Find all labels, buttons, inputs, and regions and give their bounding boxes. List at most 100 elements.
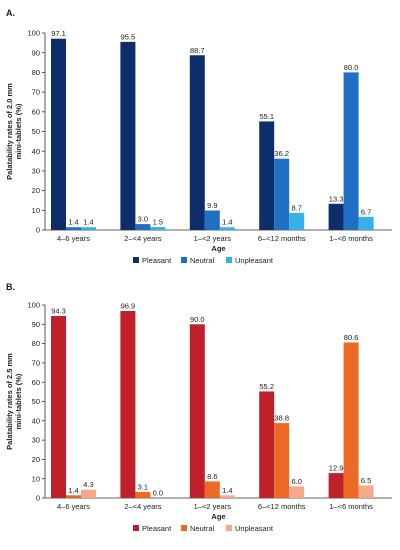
chart-0-bar-neutral xyxy=(135,224,151,230)
chart-0-value-label: 97.1 xyxy=(51,29,66,38)
chart-1-y-tick-label: 50 xyxy=(32,397,40,406)
chart-1-category-label: 1–<2 years xyxy=(194,502,232,511)
chart-0-value-label: 9.9 xyxy=(207,201,217,210)
chart-0-bar-pleasant xyxy=(328,203,344,230)
chart-0-y-tick-label: 30 xyxy=(32,167,40,176)
chart-1-y-tick-label: 60 xyxy=(32,378,40,387)
chart-0-bar-unpleasant xyxy=(358,216,374,230)
chart-1-value-label: 4.3 xyxy=(83,480,93,489)
chart-1-value-label: 0.0 xyxy=(153,489,163,498)
chart-1-legend-label-neutral: Neutral xyxy=(190,524,215,533)
chart-0-bar-unpleasant xyxy=(219,227,235,230)
chart-1-value-label: 6.0 xyxy=(291,477,301,486)
chart-1-bar-neutral xyxy=(204,481,220,498)
chart-0-y-axis-title: Palatability rates of 2.0 mm xyxy=(5,83,14,180)
chart-1-value-label: 90.0 xyxy=(190,315,205,324)
chart-0-bar-neutral xyxy=(274,158,290,230)
chart-0-bar-pleasant xyxy=(259,121,275,230)
chart-0-value-label: 1.5 xyxy=(153,218,163,227)
chart-0-value-label: 95.5 xyxy=(121,32,136,41)
chart-0-y-tick-label: 60 xyxy=(32,107,40,116)
chart-0-value-label: 88.7 xyxy=(190,46,205,55)
chart-0-legend-swatch-unpleasant xyxy=(226,257,232,263)
chart-1-y-tick-label: 70 xyxy=(32,359,40,368)
chart-1-y-axis-title: Palatability rates of 2.5 mm xyxy=(5,353,14,450)
chart-1-value-label: 94.3 xyxy=(51,307,66,316)
chart-0-category-label: 6–<12 months xyxy=(258,234,306,243)
chart-1-category-label: 6–<12 months xyxy=(258,502,306,511)
chart-0-value-label: 36.2 xyxy=(274,149,289,158)
chart-1-bar-pleasant xyxy=(328,473,344,498)
chart-0-bar-unpleasant xyxy=(289,212,305,230)
chart-1-value-label: 38.8 xyxy=(274,414,289,423)
chart-0-legend-swatch-pleasant xyxy=(133,257,139,263)
chart-1-bar-unpleasant xyxy=(289,486,305,498)
chart-1-y-axis-title: mini-tablets (%) xyxy=(14,373,23,429)
chart-1-value-label: 96.9 xyxy=(121,301,136,310)
chart-1-y-tick-label: 10 xyxy=(32,474,40,483)
chart-0-value-label: 6.7 xyxy=(361,207,371,216)
chart-1-category-label: 4–6 years xyxy=(57,502,90,511)
chart-0-y-tick-label: 20 xyxy=(32,186,40,195)
chart-1-value-label: 8.6 xyxy=(207,472,217,481)
chart-1-bar-neutral xyxy=(343,342,359,498)
chart-1-y-tick-label: 20 xyxy=(32,455,40,464)
chart-1-value-label: 12.9 xyxy=(329,464,344,473)
chart-0-value-label: 1.4 xyxy=(68,218,78,227)
chart-0-panel-label: A. xyxy=(6,8,15,18)
chart-1-x-axis-title: Age xyxy=(211,512,225,521)
chart-1-bar-neutral xyxy=(135,492,151,498)
chart-1-bar-unpleasant xyxy=(219,495,235,498)
chart-0-value-label: 8.7 xyxy=(291,203,301,212)
chart-0-legend-swatch-neutral xyxy=(181,257,187,263)
chart-0-value-label: 55.1 xyxy=(259,112,274,121)
chart-1-y-tick-label: 100 xyxy=(27,301,40,310)
chart-1-value-label: 55.2 xyxy=(259,382,274,391)
chart-1-value-label: 6.5 xyxy=(361,476,371,485)
chart-0-value-label: 1.4 xyxy=(222,218,232,227)
chart-0-y-axis-title: mini-tablets (%) xyxy=(14,103,23,159)
chart-1-legend-label-unpleasant: Unpleasant xyxy=(235,524,274,533)
chart-1-bar-unpleasant xyxy=(81,489,96,498)
chart-0-bar-pleasant xyxy=(189,55,205,230)
chart-0-y-tick-label: 70 xyxy=(32,88,40,97)
chart-1-legend-swatch-unpleasant xyxy=(226,525,232,531)
chart-0-bar-neutral xyxy=(204,210,220,230)
chart-1-y-tick-label: 0 xyxy=(36,494,40,503)
chart-1-category-label: 2–<4 years xyxy=(124,502,162,511)
chart-1-y-tick-label: 90 xyxy=(32,320,40,329)
chart-0-y-tick-label: 10 xyxy=(32,206,40,215)
chart-1-bar-pleasant xyxy=(120,310,136,498)
chart-0-y-tick-label: 50 xyxy=(32,127,40,136)
chart-0-bar-neutral xyxy=(66,227,81,230)
chart-0-value-label: 80.0 xyxy=(344,63,359,72)
chart-0-y-tick-label: 90 xyxy=(32,48,40,57)
chart-0-y-tick-label: 100 xyxy=(27,29,40,38)
chart-0-category-label: 1–<2 years xyxy=(194,234,232,243)
chart-1-bar-pleasant xyxy=(51,316,66,498)
chart-0-bar-unpleasant xyxy=(81,227,96,230)
chart-1-y-tick-label: 40 xyxy=(32,416,40,425)
chart-1-value-label: 3.1 xyxy=(138,483,148,492)
chart-1-bar-neutral xyxy=(66,495,81,498)
chart-0-category-label: 2–<4 years xyxy=(124,234,162,243)
chart-1-legend-swatch-neutral xyxy=(181,525,187,531)
chart-0-bar-unpleasant xyxy=(150,227,166,230)
chart-1-legend-swatch-pleasant xyxy=(133,525,139,531)
chart-0-legend-label-neutral: Neutral xyxy=(190,256,215,265)
chart-1-category-label: 1–<6 months xyxy=(329,502,373,511)
chart-1-bar-pleasant xyxy=(259,391,275,498)
chart-0-value-label: 3.0 xyxy=(138,215,148,224)
chart-1-bar-pleasant xyxy=(189,324,205,498)
chart-0-value-label: 13.3 xyxy=(329,194,344,203)
chart-0-legend-label-unpleasant: Unpleasant xyxy=(235,256,274,265)
chart-1-value-label: 1.4 xyxy=(222,486,232,495)
chart-0-bar-pleasant xyxy=(120,41,136,230)
chart-0-y-tick-label: 40 xyxy=(32,147,40,156)
chart-0-category-label: 1–<6 months xyxy=(329,234,373,243)
chart-1-panel-label: B. xyxy=(6,282,15,292)
chart-1-y-tick-label: 80 xyxy=(32,339,40,348)
chart-0-category-label: 4–6 years xyxy=(57,234,90,243)
